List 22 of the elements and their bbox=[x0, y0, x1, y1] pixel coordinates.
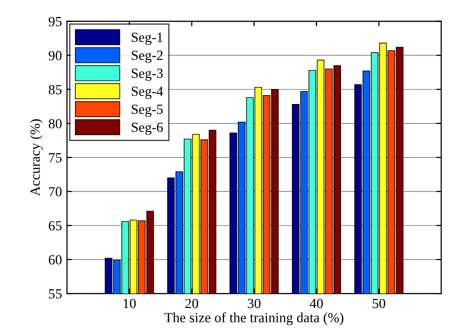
y-tick-label: 70 bbox=[49, 187, 62, 196]
y-tick-label: 75 bbox=[49, 153, 62, 162]
y-tick-label: 85 bbox=[48, 84, 62, 94]
legend-label: Seg-4 bbox=[132, 86, 164, 99]
y-tick-label: 55 bbox=[49, 289, 62, 299]
x-tick-label: 40 bbox=[310, 298, 323, 308]
y-tick-label: 60 bbox=[48, 255, 62, 264]
legend-label: Seg-5 bbox=[132, 104, 163, 117]
y-tick-label: 80 bbox=[48, 118, 62, 128]
legend-label: Seg-3 bbox=[132, 68, 163, 81]
legend-label: Seg-2 bbox=[132, 50, 163, 63]
x-tick-label: 50 bbox=[372, 298, 386, 308]
x-tick-label: 30 bbox=[248, 298, 261, 308]
x-tick-label: 10 bbox=[124, 298, 136, 308]
legend-label: Seg-1 bbox=[132, 32, 162, 45]
y-tick-label: 95 bbox=[48, 16, 62, 26]
y-tick-label: 90 bbox=[48, 50, 62, 60]
x-tick-label: 20 bbox=[185, 298, 198, 308]
x-axis-title: The size of the training data (%) bbox=[164, 312, 344, 326]
y-tick-label: 65 bbox=[48, 221, 62, 230]
legend-label: Seg-6 bbox=[132, 122, 163, 135]
y-axis-title: Accuracy (%) bbox=[30, 119, 43, 196]
